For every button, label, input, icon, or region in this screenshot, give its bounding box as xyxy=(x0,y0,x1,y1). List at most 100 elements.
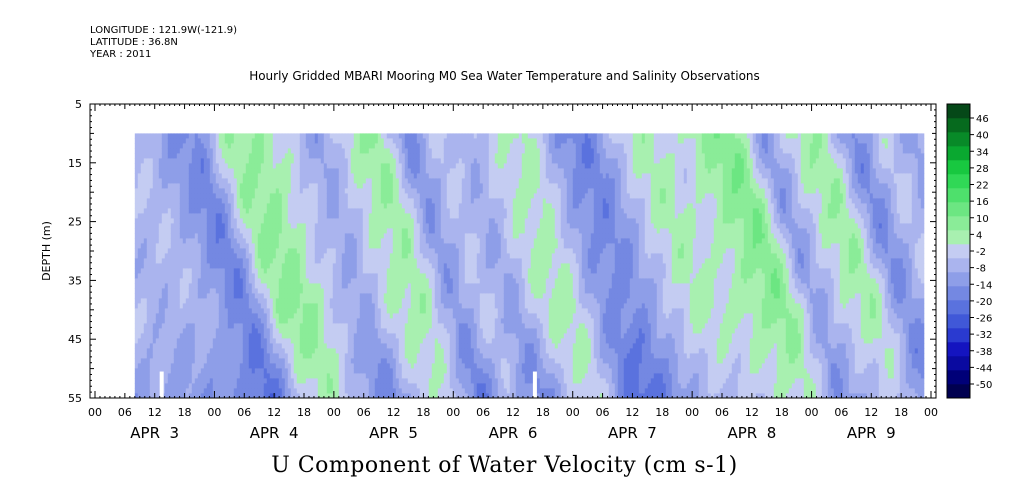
velocity-cell xyxy=(398,258,403,264)
velocity-cell xyxy=(350,143,355,149)
velocity-cell xyxy=(395,233,400,239)
velocity-cell xyxy=(371,278,376,284)
velocity-cell xyxy=(242,173,247,179)
velocity-cell xyxy=(398,218,403,224)
velocity-cell xyxy=(185,173,190,179)
velocity-cell xyxy=(401,228,406,234)
velocity-cell xyxy=(167,233,172,239)
velocity-cell xyxy=(203,368,208,374)
velocity-cell xyxy=(257,358,262,364)
velocity-cell xyxy=(152,213,157,219)
velocity-cell xyxy=(188,238,193,244)
velocity-cell xyxy=(194,393,199,398)
velocity-cell xyxy=(203,318,208,324)
velocity-cell xyxy=(203,143,208,149)
velocity-cell xyxy=(203,158,208,164)
velocity-cell xyxy=(362,333,367,339)
velocity-cell xyxy=(236,358,241,364)
velocity-cell xyxy=(290,153,295,159)
velocity-cell xyxy=(341,333,346,339)
velocity-cell xyxy=(179,278,184,284)
velocity-cell xyxy=(260,138,265,144)
velocity-cell xyxy=(335,278,340,284)
velocity-cell xyxy=(353,238,358,244)
velocity-cell xyxy=(386,278,391,284)
velocity-cell xyxy=(329,388,334,394)
velocity-cell xyxy=(149,338,154,344)
velocity-cell xyxy=(224,148,229,154)
velocity-cell xyxy=(248,243,253,249)
velocity-cell xyxy=(401,253,406,259)
velocity-cell xyxy=(284,308,289,314)
velocity-cell xyxy=(308,268,313,274)
velocity-cell xyxy=(146,288,151,294)
velocity-cell xyxy=(203,153,208,159)
velocity-cell xyxy=(284,383,289,389)
velocity-cell xyxy=(359,143,364,149)
velocity-cell xyxy=(176,218,181,224)
velocity-cell xyxy=(329,178,334,184)
velocity-cell xyxy=(134,303,139,309)
velocity-cell xyxy=(230,263,235,269)
velocity-cell xyxy=(266,223,271,229)
velocity-cell xyxy=(221,263,226,269)
velocity-cell xyxy=(290,148,295,154)
velocity-cell xyxy=(308,393,313,398)
velocity-cell xyxy=(281,333,286,339)
velocity-cell xyxy=(383,173,388,179)
velocity-cell xyxy=(278,233,283,239)
velocity-cell xyxy=(326,273,331,279)
velocity-cell xyxy=(281,368,286,374)
velocity-cell xyxy=(356,348,361,354)
velocity-cell xyxy=(239,178,244,184)
velocity-cell xyxy=(185,213,190,219)
velocity-cell xyxy=(236,188,241,194)
velocity-cell xyxy=(179,393,184,398)
velocity-cell xyxy=(191,293,196,299)
velocity-cell xyxy=(212,368,217,374)
velocity-cell xyxy=(392,198,397,204)
velocity-cell xyxy=(143,238,148,244)
velocity-cell xyxy=(326,238,331,244)
velocity-cell xyxy=(338,238,343,244)
velocity-cell xyxy=(278,258,283,264)
velocity-cell xyxy=(332,318,337,324)
velocity-cell xyxy=(272,203,277,209)
velocity-cell xyxy=(281,213,286,219)
velocity-cell xyxy=(248,238,253,244)
velocity-cell xyxy=(260,348,265,354)
velocity-cell xyxy=(194,153,199,159)
velocity-cell xyxy=(272,278,277,284)
velocity-cell xyxy=(371,193,376,199)
velocity-cell xyxy=(368,303,373,309)
velocity-cell xyxy=(266,178,271,184)
velocity-cell xyxy=(371,318,376,324)
velocity-cell xyxy=(146,133,151,139)
velocity-cell xyxy=(185,143,190,149)
velocity-cell xyxy=(143,308,148,314)
velocity-cell xyxy=(320,228,325,234)
velocity-cell xyxy=(164,273,169,279)
velocity-cell xyxy=(227,293,232,299)
velocity-cell xyxy=(302,393,307,398)
velocity-cell xyxy=(194,353,199,359)
velocity-cell xyxy=(224,188,229,194)
velocity-cell xyxy=(263,213,268,219)
velocity-cell xyxy=(221,318,226,324)
velocity-cell xyxy=(146,168,151,174)
velocity-cell xyxy=(146,358,151,364)
velocity-cell xyxy=(314,168,319,174)
velocity-cell xyxy=(377,383,382,389)
velocity-cell xyxy=(323,143,328,149)
velocity-cell xyxy=(203,228,208,234)
velocity-cell xyxy=(224,338,229,344)
velocity-cell xyxy=(194,173,199,179)
velocity-cell xyxy=(176,198,181,204)
velocity-cell xyxy=(350,338,355,344)
velocity-cell xyxy=(203,343,208,349)
velocity-cell xyxy=(296,248,301,254)
velocity-cell xyxy=(143,188,148,194)
velocity-cell xyxy=(359,308,364,314)
velocity-cell xyxy=(305,203,310,209)
velocity-cell xyxy=(167,368,172,374)
